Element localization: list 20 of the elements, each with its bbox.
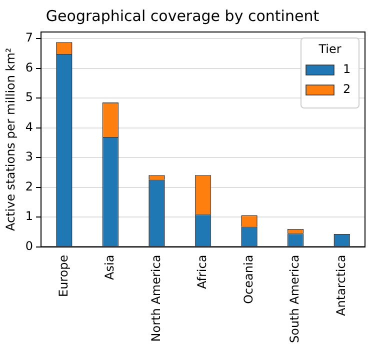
x-tick-label: Africa [195,254,210,290]
y-tick-label: 3 [25,150,34,164]
chart-title: Geographical coverage by continent [46,6,320,25]
y-tick-label: 4 [25,120,34,134]
y-tick-label: 6 [25,60,34,74]
legend-label: 1 [343,62,351,76]
y-axis-title: Active stations per million km² [3,48,18,232]
y-tick-label: 5 [25,90,34,104]
legend-title: Tier [318,42,342,56]
y-tick-label: 1 [25,209,34,224]
x-tick-label: Europe [56,254,70,298]
x-tick-label: North America [148,254,163,342]
y-tick-label: 2 [25,179,34,194]
y-tick-label: 0 [25,238,34,253]
x-tick-label: Asia [102,254,117,280]
legend-label: 2 [343,82,351,96]
x-tick-label: Oceania [241,254,256,304]
x-tick-label: South America [288,254,302,344]
x-tick-label: Antarctica [334,254,348,316]
y-tick-label: 7 [25,30,34,45]
